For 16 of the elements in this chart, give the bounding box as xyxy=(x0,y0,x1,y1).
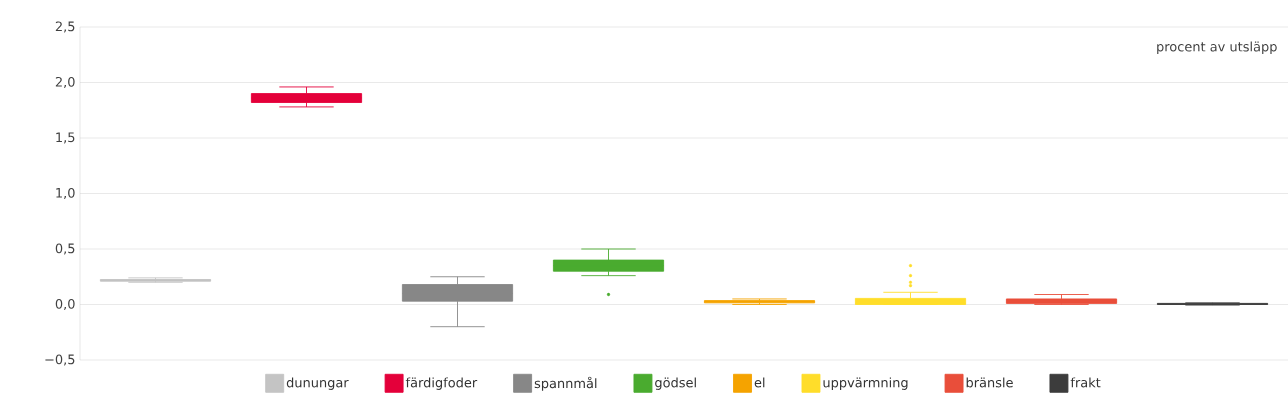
legend-label: färdigfoder xyxy=(405,377,478,390)
y-tick-label: 1,5 xyxy=(56,132,75,144)
legend-label: spannmål xyxy=(534,376,597,391)
y-tick-label: 2,5 xyxy=(55,21,75,33)
y-tick-label: 0,5 xyxy=(55,243,75,255)
y-tick-label: −0,5 xyxy=(45,354,75,366)
legend-label: el xyxy=(754,377,765,388)
annotation: procent av utsläpp xyxy=(1157,41,1277,55)
y-tick-label: 0,0 xyxy=(55,298,75,311)
legend-label: uppvärmning xyxy=(823,377,908,390)
legend-label: dunungar xyxy=(286,377,349,390)
legend-label: bränsle xyxy=(966,377,1013,388)
y-tick-label: 1,0 xyxy=(56,187,75,200)
y-tick-label: 2,0 xyxy=(55,76,75,89)
legend-label: gödsel xyxy=(655,377,696,390)
legend-label: frakt xyxy=(1070,377,1101,388)
